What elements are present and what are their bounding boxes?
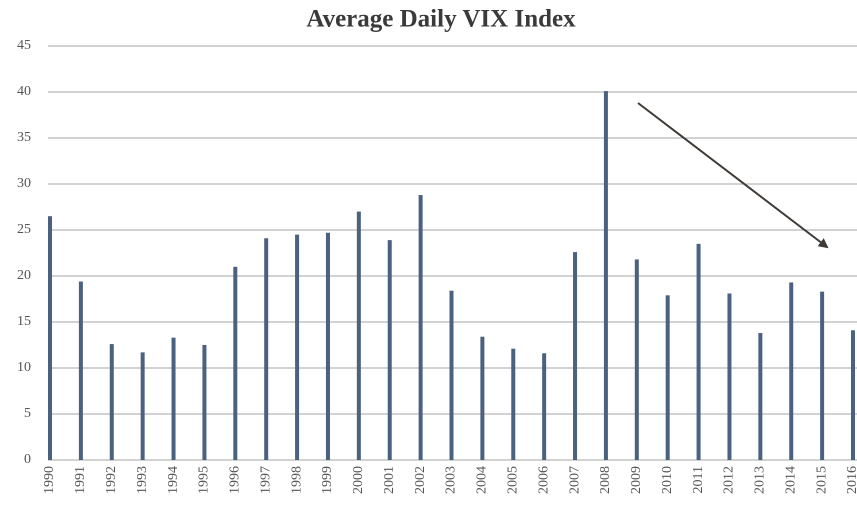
x-tick-label: 2006 <box>536 466 551 494</box>
x-tick-label: 2012 <box>722 466 737 494</box>
bar <box>511 348 516 460</box>
bar <box>696 243 701 460</box>
y-tick-label: 45 <box>17 38 31 53</box>
bar <box>48 216 52 460</box>
trend-arrow <box>637 102 829 249</box>
bar <box>202 345 207 460</box>
bar <box>387 240 392 460</box>
x-tick-label: 1994 <box>166 466 181 494</box>
x-tick-label: 2000 <box>351 466 366 494</box>
x-tick-label: 1997 <box>258 466 273 494</box>
x-tick-label: 2015 <box>814 466 829 494</box>
x-tick-label: 2005 <box>505 466 520 494</box>
x-tick-label: 2010 <box>660 466 675 494</box>
bar <box>140 352 145 460</box>
bar <box>449 290 454 460</box>
x-tick-label: 1991 <box>73 466 88 494</box>
x-tick-label: 2002 <box>413 466 428 494</box>
x-tick-label: 1992 <box>104 466 119 494</box>
chart-title: Average Daily VIX Index <box>306 6 576 33</box>
bar <box>480 336 485 460</box>
bar <box>356 211 361 460</box>
x-tick-label: 1990 <box>42 466 57 494</box>
y-tick-label: 30 <box>17 176 31 191</box>
bar <box>325 232 330 460</box>
x-tick-label: 2004 <box>475 466 490 494</box>
x-tick-label: 1996 <box>228 466 243 494</box>
x-tick-label: 1998 <box>289 466 304 494</box>
x-tick-label: 2016 <box>845 466 857 494</box>
bar <box>542 353 547 460</box>
x-tick-label: 2009 <box>629 466 644 494</box>
bar <box>233 266 238 460</box>
bar <box>295 234 300 460</box>
x-tick-label: 2001 <box>382 466 397 494</box>
bar <box>603 91 608 460</box>
y-tick-label: 40 <box>17 84 31 99</box>
plot-area: 0 5 10 15 20 25 30 35 40 45 1990 1991 1992 1993 1994 19… <box>17 38 857 494</box>
bar <box>820 291 825 460</box>
y-tick-label: 5 <box>24 406 31 421</box>
bar <box>171 337 176 460</box>
x-tick-label: 2011 <box>691 466 706 493</box>
bar <box>109 344 114 460</box>
y-tick-label: 35 <box>17 130 31 145</box>
y-tick-label: 15 <box>17 314 31 329</box>
bar <box>264 238 269 460</box>
x-tick-label: 2008 <box>598 466 613 494</box>
bar <box>634 259 639 460</box>
bar <box>851 330 855 460</box>
bar <box>789 282 794 460</box>
x-tick-label: 2007 <box>567 466 582 494</box>
bar <box>758 333 763 460</box>
x-tick-label: 1999 <box>320 466 335 494</box>
x-tick-label: 2003 <box>444 466 459 494</box>
y-tick-label: 0 <box>24 452 31 467</box>
bar <box>418 195 423 461</box>
x-tick-label: 1993 <box>135 466 150 494</box>
y-tick-label: 10 <box>17 360 31 375</box>
x-tick-label: 2013 <box>753 466 768 494</box>
x-tick-label: 1995 <box>197 466 212 494</box>
x-tick-label: 2014 <box>783 466 798 494</box>
y-tick-label: 25 <box>17 222 31 237</box>
bar <box>573 252 578 460</box>
y-tick-label: 20 <box>17 268 31 283</box>
bar <box>665 295 670 460</box>
bar <box>78 281 83 460</box>
bar <box>727 293 732 460</box>
